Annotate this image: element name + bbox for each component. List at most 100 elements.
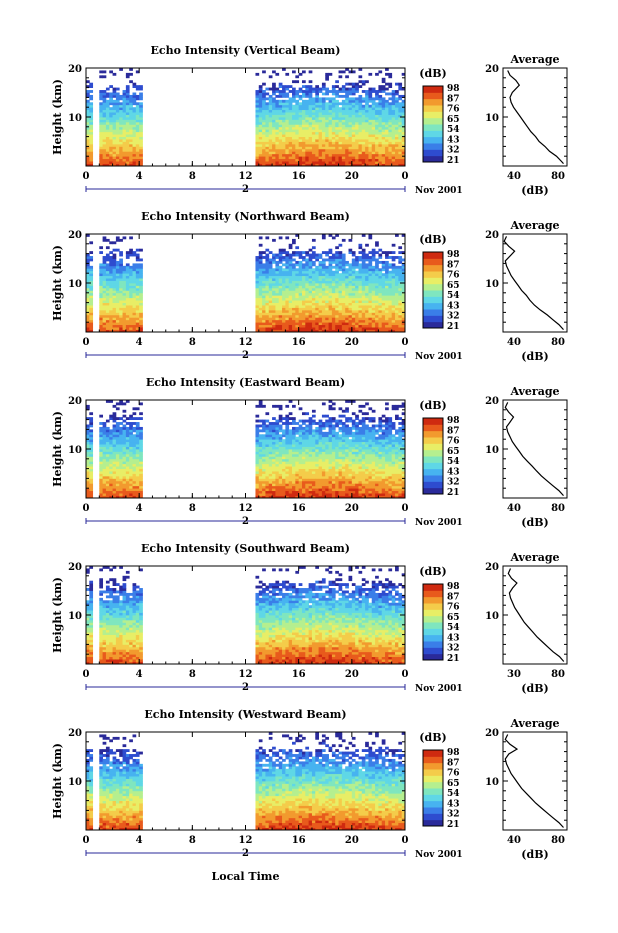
heatmap-cell [382, 161, 386, 164]
heatmap-cell [339, 112, 343, 115]
heatmap-cell [113, 434, 117, 437]
heatmap-cell [133, 429, 137, 432]
heatmap-cell [392, 259, 396, 262]
heatmap-cell [352, 122, 356, 125]
heatmap-cell [395, 298, 399, 301]
heatmap-cell [382, 327, 386, 330]
heatmap-cell [345, 142, 349, 145]
heatmap-cell [133, 271, 137, 274]
heatmap-cell [295, 276, 299, 279]
heatmap-cell [86, 315, 90, 318]
heatmap-cell [285, 476, 289, 479]
heatmap-cell [259, 317, 263, 320]
heatmap-cell [385, 151, 389, 154]
heatmap-cell [392, 310, 396, 313]
heatmap-cell [329, 285, 333, 288]
heatmap-cell [305, 142, 309, 145]
heatmap-cell [375, 283, 379, 286]
heatmap-cell [329, 134, 333, 137]
heatmap-cell [362, 285, 366, 288]
heatmap-cell [89, 471, 93, 474]
heatmap-cell [309, 139, 313, 142]
heatmap-cell [358, 271, 362, 274]
heatmap-cell [129, 308, 133, 311]
heatmap-cell [103, 124, 107, 127]
heatmap-cell [395, 273, 399, 276]
heatmap-cell [255, 303, 259, 306]
heatmap-cell [106, 466, 110, 469]
heatmap-cell [89, 464, 93, 467]
heatmap-cell [279, 105, 283, 108]
heatmap-cell [265, 491, 269, 494]
heatmap-cell [295, 300, 299, 303]
heatmap-cell [372, 124, 376, 127]
heatmap-cell [355, 129, 359, 132]
heatmap-cell [259, 244, 263, 247]
heatmap-cell [378, 139, 382, 142]
heatmap-cell [269, 112, 273, 115]
heatmap-cell [139, 454, 143, 457]
heatmap-cell [272, 134, 276, 137]
heatmap-cell [269, 449, 273, 452]
heatmap-cell [378, 249, 382, 252]
heatmap-cell [275, 439, 279, 442]
heatmap-cell [103, 486, 107, 489]
heatmap-cell [289, 325, 293, 328]
heatmap-cell [116, 288, 120, 291]
heatmap-cell [342, 303, 346, 306]
heatmap-cell [259, 322, 263, 325]
heatmap-cell [123, 281, 127, 284]
heatmap-cell [113, 273, 117, 276]
heatmap-cell [378, 312, 382, 315]
heatmap-cell [302, 122, 306, 125]
heatmap-cell [123, 285, 127, 288]
heatmap-cell [89, 327, 93, 330]
heatmap-cell [99, 251, 103, 254]
heatmap-cell [322, 100, 326, 103]
heatmap-cell [282, 100, 286, 103]
heatmap-cell [292, 142, 296, 145]
heatmap-cell [265, 256, 269, 259]
heatmap-cell [262, 285, 266, 288]
heatmap-cell [392, 142, 396, 145]
heatmap [86, 234, 405, 332]
heatmap-cell [312, 303, 316, 306]
heatmap-cell [86, 317, 90, 320]
heatmap-cell [136, 151, 140, 154]
heatmap-cell [398, 305, 402, 308]
heatmap-cell [375, 107, 379, 110]
heatmap-cell [322, 105, 326, 108]
heatmap-cell [99, 429, 103, 432]
heatmap-cell [312, 119, 316, 122]
heatmap-cell [255, 281, 259, 284]
heatmap-cell [325, 322, 329, 325]
heatmap-cell [289, 293, 293, 296]
heatmap-cell [309, 127, 313, 130]
heatmap-cell [133, 161, 137, 164]
heatmap-cell [279, 486, 283, 489]
heatmap-cell [295, 102, 299, 105]
heatmap-cell [275, 268, 279, 271]
heatmap-cell [282, 310, 286, 313]
heatmap-cell [119, 251, 123, 254]
heatmap-cell [335, 268, 339, 271]
heatmap-cell [349, 88, 353, 91]
heatmap-cell [109, 115, 113, 118]
heatmap-cell [139, 266, 143, 269]
heatmap-cell [113, 105, 117, 108]
heatmap-cell [302, 259, 306, 262]
heatmap-cell [299, 95, 303, 98]
heatmap-cell [382, 142, 386, 145]
heatmap-cell [349, 115, 353, 118]
heatmap-cell [106, 303, 110, 306]
heatmap-cell [119, 137, 123, 140]
heatmap-cell [342, 327, 346, 330]
heatmap-cell [355, 312, 359, 315]
heatmap-cell [295, 422, 299, 425]
heatmap-cell [282, 149, 286, 152]
heatmap-cell [279, 312, 283, 315]
heatmap-cell [332, 256, 336, 259]
heatmap-cell [302, 142, 306, 145]
heatmap-cell [312, 305, 316, 308]
heatmap-cell [269, 268, 273, 271]
